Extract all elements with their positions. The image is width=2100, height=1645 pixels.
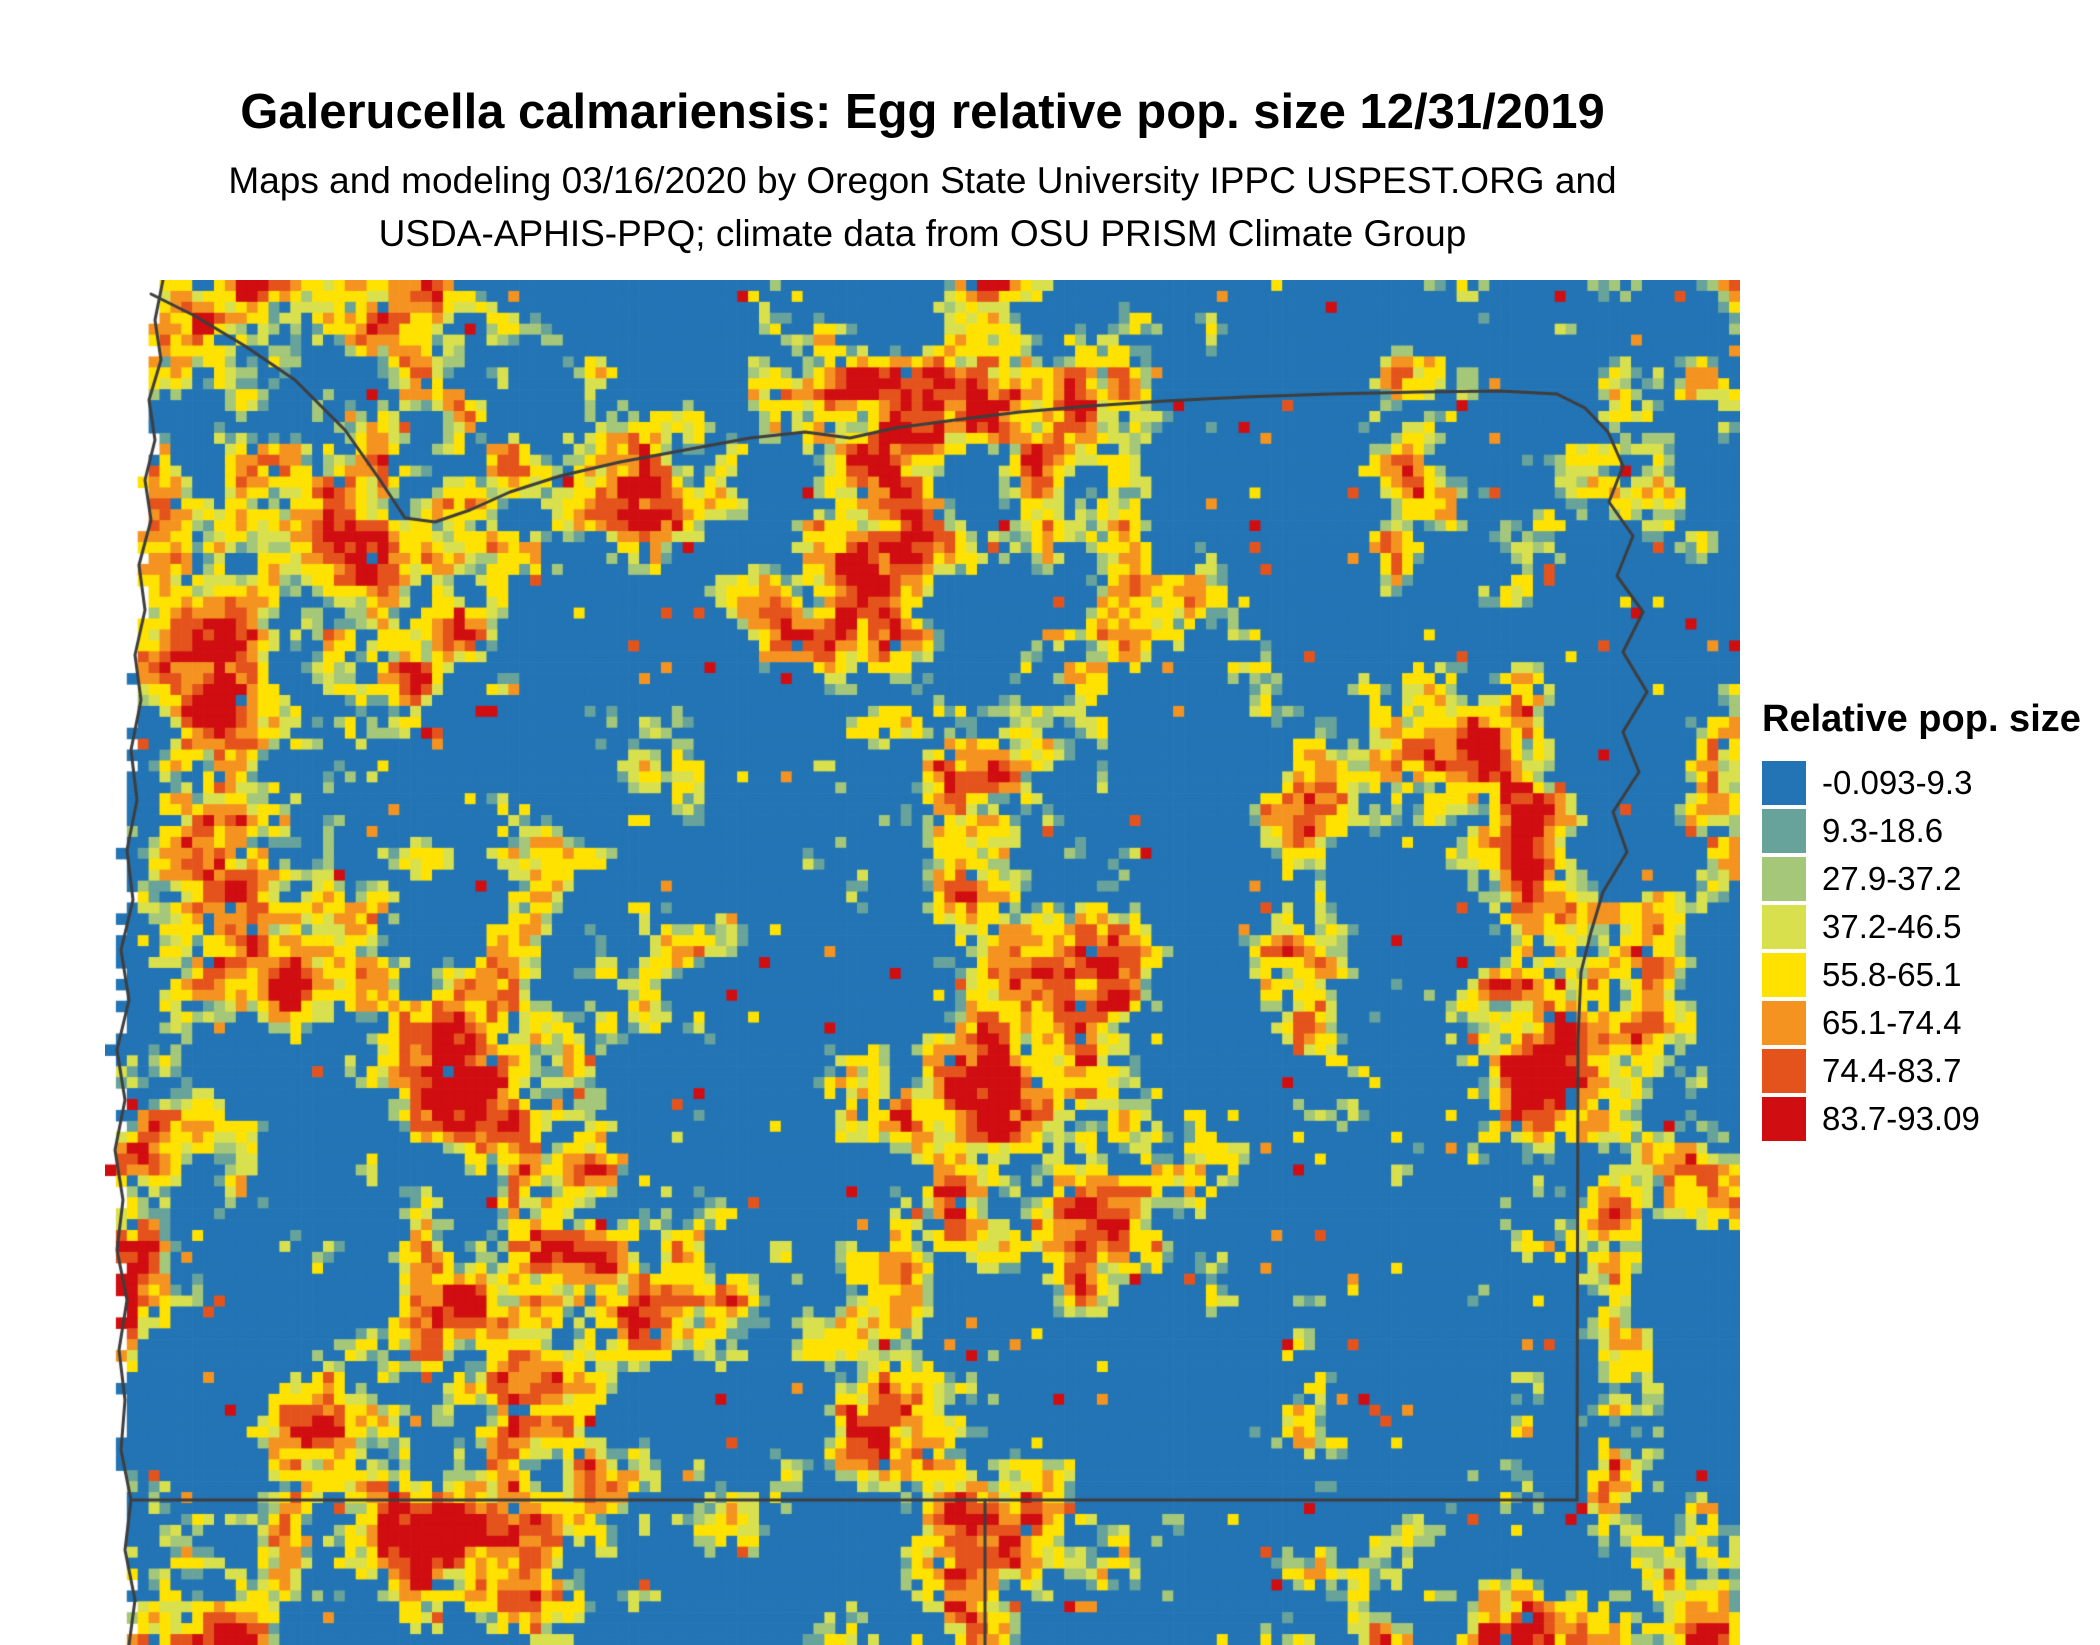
legend-swatch <box>1762 953 1806 997</box>
legend-items: -0.093-9.3 9.3-18.6 27.9-37.2 37.2-46.5 55.8… <box>1762 761 2100 1141</box>
legend-item-label: 37.2-46.5 <box>1822 908 1962 945</box>
legend-item: 9.3-18.6 <box>1762 809 2100 853</box>
legend-swatch <box>1762 761 1806 805</box>
subtitle-line-1: Maps and modeling 03/16/2020 by Oregon S… <box>228 160 1617 201</box>
legend-swatch <box>1762 1049 1806 1093</box>
map-canvas <box>105 280 1740 1645</box>
page-subtitle: Maps and modeling 03/16/2020 by Oregon S… <box>55 154 1790 260</box>
legend-item: 83.7-93.09 <box>1762 1097 2100 1141</box>
map-figure <box>105 280 1740 1645</box>
legend-item: -0.093-9.3 <box>1762 761 2100 805</box>
legend-item: 27.9-37.2 <box>1762 857 2100 901</box>
legend-item: 55.8-65.1 <box>1762 953 2100 997</box>
legend-swatch <box>1762 809 1806 853</box>
legend-item-label: -0.093-9.3 <box>1822 764 1973 801</box>
legend-item-label: 55.8-65.1 <box>1822 956 1962 993</box>
legend-item-label: 9.3-18.6 <box>1822 812 1944 849</box>
legend-swatch <box>1762 905 1806 949</box>
legend: Relative pop. size -0.093-9.3 9.3-18.6 27.… <box>1762 698 2100 1145</box>
legend-item-label: 74.4-83.7 <box>1822 1052 1962 1089</box>
legend-item-label: 27.9-37.2 <box>1822 860 1962 897</box>
legend-swatch <box>1762 1097 1806 1141</box>
legend-item: 74.4-83.7 <box>1762 1049 2100 1093</box>
legend-item-label: 83.7-93.09 <box>1822 1100 1980 1137</box>
subtitle-line-2: USDA-APHIS-PPQ; climate data from OSU PR… <box>378 213 1467 254</box>
legend-item: 37.2-46.5 <box>1762 905 2100 949</box>
legend-swatch <box>1762 857 1806 901</box>
page-title: Galerucella calmariensis: Egg relative p… <box>240 85 1605 139</box>
legend-item-label: 65.1-74.4 <box>1822 1004 1962 1041</box>
legend-title: Relative pop. size <box>1762 698 2081 740</box>
legend-swatch <box>1762 1001 1806 1045</box>
legend-item: 65.1-74.4 <box>1762 1001 2100 1045</box>
